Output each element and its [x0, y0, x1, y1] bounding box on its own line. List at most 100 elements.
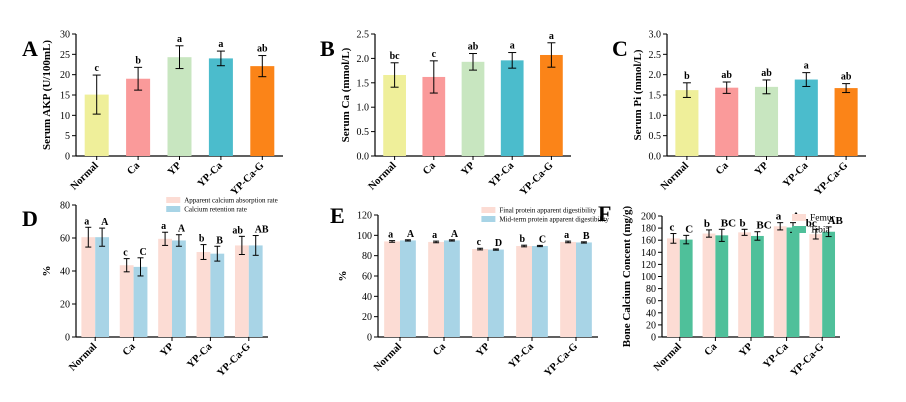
- significance-label: a: [564, 230, 569, 241]
- bar: [516, 246, 532, 337]
- x-tick-label: YP: [753, 160, 771, 178]
- legend-label: Calcium retention rate: [184, 206, 247, 214]
- y-tick-label: 1.5: [357, 78, 370, 89]
- significance-label: A: [407, 229, 415, 240]
- bar: [666, 238, 680, 337]
- significance-label: a: [388, 230, 393, 241]
- y-tick-label: 20: [362, 312, 372, 323]
- significance-label: a: [161, 221, 166, 232]
- y-tick-label: 2.0: [357, 54, 370, 65]
- y-tick-label: 200: [641, 212, 656, 223]
- significance-label: B: [216, 235, 223, 246]
- panel-letter: D: [22, 206, 38, 231]
- bar: [119, 265, 134, 337]
- bar: [702, 233, 716, 337]
- y-tick-label: 15: [60, 91, 70, 102]
- x-tick-label: YP-Ca: [196, 160, 226, 190]
- x-tick-label: YP: [158, 341, 176, 359]
- bar: [167, 57, 192, 156]
- y-axis-label: %: [337, 271, 349, 282]
- bar: [794, 79, 818, 156]
- y-tick-label: 20: [60, 70, 70, 81]
- legend-swatch: [792, 226, 806, 233]
- bar: [715, 235, 729, 337]
- significance-label: b: [199, 234, 205, 245]
- legend-swatch: [481, 216, 496, 222]
- significance-label: ab: [257, 44, 268, 55]
- significance-label: a: [432, 230, 437, 241]
- significance-label: bc: [390, 51, 401, 62]
- y-tick-label: 0.0: [649, 152, 662, 163]
- panel-letter: C: [612, 36, 628, 61]
- y-tick-label: 2.0: [649, 70, 662, 81]
- bar: [400, 240, 416, 337]
- y-tick-label: 80: [646, 284, 656, 295]
- bar: [196, 252, 211, 337]
- panel-c: 0.0 0.5 1.0 1.5 2.0 2.5 3.0 Serum Pi (mmol/L) Cb…: [612, 30, 866, 198]
- bar: [133, 266, 148, 337]
- bar: [576, 242, 592, 337]
- bar: [715, 87, 739, 156]
- y-tick-label: 2.5: [649, 50, 662, 61]
- bar: [126, 78, 151, 156]
- significance-label: b: [135, 55, 141, 66]
- x-tick-label: Ca: [125, 160, 142, 177]
- x-tick-label: Normal: [69, 160, 101, 192]
- bar: [428, 241, 444, 337]
- significance-label: b: [739, 217, 745, 229]
- x-tick-label: YP-Ca: [185, 341, 215, 371]
- y-tick-label: 5: [65, 131, 70, 142]
- legend-swatch: [166, 206, 181, 212]
- y-tick-label: 0: [65, 152, 70, 163]
- y-tick-label: 40: [646, 308, 656, 319]
- y-tick-label: 140: [641, 248, 656, 259]
- legend-swatch: [481, 207, 496, 213]
- bar: [422, 76, 446, 156]
- bar: [540, 54, 563, 156]
- bar: [754, 86, 779, 156]
- legend-label: Apparent calcium absorption rate: [184, 197, 277, 205]
- significance-label: BC: [756, 220, 771, 232]
- significance-label: a: [177, 34, 182, 45]
- y-axis-label: Serum Ca (mmol/L): [340, 47, 352, 142]
- y-tick-label: 80: [362, 251, 372, 262]
- significance-label: C: [140, 247, 147, 258]
- y-tick-label: 120: [357, 211, 372, 222]
- significance-label: D: [495, 238, 502, 249]
- y-tick-label: 40: [362, 292, 372, 303]
- y-tick-label: 20: [60, 300, 70, 311]
- significance-label: ab: [761, 68, 772, 79]
- x-tick-label: Normal: [659, 160, 691, 192]
- panel-b: 0.0 0.5 1.0 1.5 2.0 2.5 Serum Ca (mmol/L) B bc c a…: [320, 30, 571, 198]
- legend: Femur Tibia: [792, 214, 836, 236]
- bar: [210, 253, 225, 337]
- legend-label: Final protein apparent digestibility: [499, 207, 597, 215]
- bar: [834, 88, 858, 156]
- x-tick-label: Ca: [714, 160, 731, 177]
- y-tick-label: 3.0: [649, 30, 662, 41]
- y-tick-label: 0.5: [357, 127, 370, 138]
- significance-label: c: [477, 237, 482, 248]
- x-tick-label: Ca: [121, 341, 138, 358]
- bar: [81, 237, 96, 337]
- x-tick-label: Normal: [367, 160, 399, 192]
- significance-label: c: [432, 49, 437, 60]
- significance-label: B: [583, 231, 590, 242]
- y-tick-label: 100: [357, 231, 372, 242]
- significance-label: c: [94, 63, 99, 74]
- bar: [472, 249, 488, 337]
- bar: [500, 60, 524, 156]
- significance-label: a: [510, 41, 515, 52]
- bar: [809, 234, 823, 337]
- significance-label: A: [451, 229, 459, 240]
- y-tick-label: 0.0: [357, 152, 370, 163]
- y-tick-label: 180: [641, 224, 656, 235]
- significance-label: c: [670, 222, 675, 234]
- bar: [383, 74, 406, 156]
- significance-label: bc: [806, 217, 817, 229]
- bar: [560, 241, 576, 337]
- bar: [234, 245, 249, 337]
